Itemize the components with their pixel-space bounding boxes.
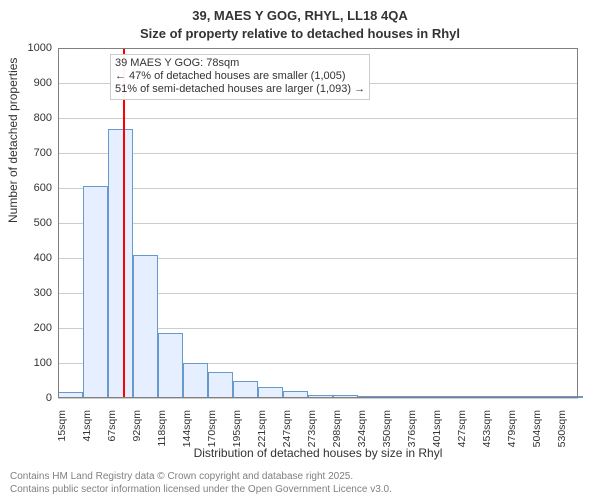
x-tick-label: 195sqm [231, 410, 243, 460]
x-tick-label: 41sqm [81, 410, 93, 460]
x-tick-label: 376sqm [406, 410, 418, 460]
x-tick-label: 170sqm [206, 410, 218, 460]
y-tick-label: 300 [12, 287, 52, 299]
histogram-bar [258, 387, 283, 398]
x-tick-label: 247sqm [281, 410, 293, 460]
x-tick-label: 67sqm [106, 410, 118, 460]
y-tick-label: 800 [12, 112, 52, 124]
histogram-bar [58, 392, 83, 398]
x-tick-label: 15sqm [56, 410, 68, 460]
chart-title-line1: 39, MAES Y GOG, RHYL, LL18 4QA [0, 8, 600, 23]
histogram-bar [83, 186, 108, 398]
marker-line [123, 48, 125, 398]
y-tick-label: 1000 [12, 42, 52, 54]
annotation-line1: 39 MAES Y GOG: 78sqm [115, 57, 365, 70]
footer-line2: Contains public sector information licen… [10, 484, 392, 497]
y-tick-label: 100 [12, 357, 52, 369]
x-tick-label: 221sqm [256, 410, 268, 460]
histogram-bar [183, 363, 208, 398]
histogram-bar [383, 396, 408, 398]
histogram-bar [358, 396, 383, 398]
y-tick-label: 0 [12, 392, 52, 404]
histogram-bar [208, 372, 233, 398]
y-tick-label: 400 [12, 252, 52, 264]
histogram-bar [508, 396, 533, 398]
histogram-bar [483, 396, 508, 398]
x-tick-label: 504sqm [531, 410, 543, 460]
x-tick-label: 144sqm [181, 410, 193, 460]
annotation-line2: ← 47% of detached houses are smaller (1,… [115, 70, 365, 83]
plot-area: 39 MAES Y GOG: 78sqm ← 47% of detached h… [58, 48, 578, 398]
footer-text: Contains HM Land Registry data © Crown c… [10, 471, 392, 496]
y-tick-label: 200 [12, 322, 52, 334]
histogram-bar [308, 395, 333, 399]
histogram-bar [133, 255, 158, 399]
annotation-box: 39 MAES Y GOG: 78sqm ← 47% of detached h… [110, 54, 370, 100]
x-tick-label: 350sqm [381, 410, 393, 460]
histogram-bar [108, 129, 133, 398]
chart-container: 39, MAES Y GOG, RHYL, LL18 4QA Size of p… [0, 0, 600, 500]
histogram-bar [458, 396, 483, 398]
histogram-bar [408, 396, 433, 398]
histogram-bar [333, 395, 358, 399]
y-tick-label: 600 [12, 182, 52, 194]
bars-layer [58, 48, 578, 398]
histogram-bar [433, 396, 458, 398]
histogram-bar [233, 381, 258, 398]
x-tick-label: 324sqm [356, 410, 368, 460]
histogram-bar [558, 396, 583, 398]
annotation-line3: 51% of semi-detached houses are larger (… [115, 83, 365, 96]
y-tick-label: 900 [12, 77, 52, 89]
histogram-bar [283, 391, 308, 398]
footer-line1: Contains HM Land Registry data © Crown c… [10, 471, 392, 484]
x-tick-label: 273sqm [306, 410, 318, 460]
x-tick-label: 118sqm [156, 410, 168, 460]
x-tick-label: 453sqm [481, 410, 493, 460]
x-tick-label: 401sqm [431, 410, 443, 460]
histogram-bar [533, 396, 558, 398]
y-tick-label: 500 [12, 217, 52, 229]
x-tick-label: 479sqm [506, 410, 518, 460]
x-tick-label: 298sqm [331, 410, 343, 460]
histogram-bar [158, 333, 183, 398]
chart-title-line2: Size of property relative to detached ho… [0, 26, 600, 41]
gridline [58, 398, 578, 399]
y-tick-label: 700 [12, 147, 52, 159]
x-tick-label: 427sqm [456, 410, 468, 460]
x-tick-label: 92sqm [131, 410, 143, 460]
x-tick-label: 530sqm [556, 410, 568, 460]
